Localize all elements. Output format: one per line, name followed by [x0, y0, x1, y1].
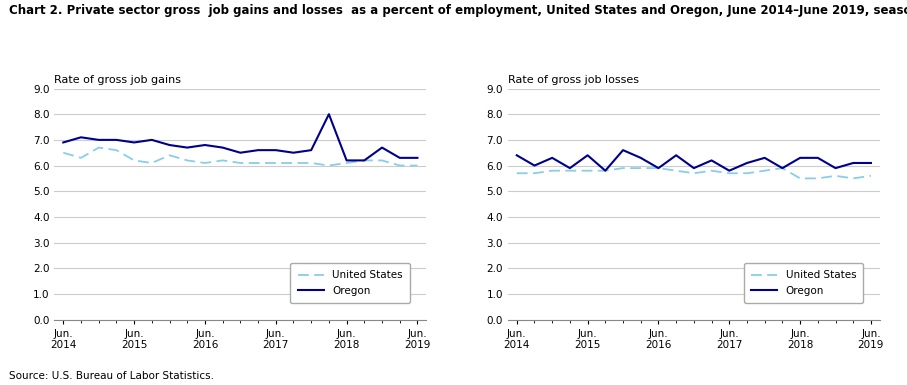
Oregon — [830, 166, 841, 171]
United States — [742, 171, 753, 176]
United States — [324, 163, 335, 168]
United States — [341, 161, 352, 165]
United States — [830, 174, 841, 178]
United States — [181, 158, 192, 163]
United States — [635, 166, 646, 171]
Oregon — [547, 156, 558, 160]
Oregon — [200, 143, 210, 147]
United States — [253, 161, 264, 165]
Oregon — [635, 156, 646, 160]
Oregon — [707, 158, 717, 163]
United States — [75, 156, 86, 160]
Line: Oregon: Oregon — [63, 114, 417, 161]
United States — [200, 161, 210, 165]
Oregon — [324, 112, 335, 117]
Line: United States: United States — [517, 168, 871, 178]
Oregon — [217, 145, 228, 150]
Oregon — [341, 158, 352, 163]
Oregon — [395, 156, 405, 160]
Oregon — [412, 156, 423, 160]
Oregon — [724, 168, 735, 173]
United States — [164, 153, 175, 157]
Oregon — [688, 166, 699, 171]
United States — [58, 151, 69, 155]
Oregon — [93, 137, 104, 142]
United States — [359, 158, 370, 163]
Oregon — [75, 135, 86, 140]
United States — [93, 145, 104, 150]
United States — [777, 166, 788, 171]
United States — [129, 158, 140, 163]
United States — [376, 158, 387, 163]
United States — [412, 163, 423, 168]
United States — [582, 168, 593, 173]
United States — [564, 168, 575, 173]
United States — [600, 168, 610, 173]
Text: Rate of gross job losses: Rate of gross job losses — [508, 75, 639, 85]
United States — [688, 171, 699, 176]
United States — [724, 171, 735, 176]
Line: Oregon: Oregon — [517, 150, 871, 171]
Oregon — [670, 153, 681, 157]
Oregon — [306, 148, 317, 152]
Oregon — [129, 140, 140, 145]
Oregon — [235, 151, 246, 155]
Oregon — [111, 137, 122, 142]
Oregon — [618, 148, 629, 152]
United States — [395, 163, 405, 168]
Oregon — [288, 151, 299, 155]
United States — [235, 161, 246, 165]
Line: United States: United States — [63, 147, 417, 166]
Text: Source: U.S. Bureau of Labor Statistics.: Source: U.S. Bureau of Labor Statistics. — [9, 371, 214, 381]
Oregon — [529, 163, 540, 168]
Oregon — [376, 145, 387, 150]
United States — [306, 161, 317, 165]
Oregon — [564, 166, 575, 171]
Oregon — [146, 137, 157, 142]
Oregon — [58, 140, 69, 145]
United States — [111, 148, 122, 152]
Oregon — [795, 156, 805, 160]
Oregon — [848, 161, 859, 165]
United States — [547, 168, 558, 173]
Oregon — [600, 168, 610, 173]
Oregon — [759, 156, 770, 160]
Oregon — [164, 143, 175, 147]
Oregon — [777, 166, 788, 171]
Oregon — [512, 153, 522, 157]
Oregon — [653, 166, 664, 171]
United States — [146, 161, 157, 165]
United States — [707, 168, 717, 173]
United States — [288, 161, 299, 165]
United States — [512, 171, 522, 176]
Oregon — [359, 158, 370, 163]
United States — [759, 168, 770, 173]
United States — [795, 176, 805, 181]
Oregon — [270, 148, 281, 152]
Legend: United States, Oregon: United States, Oregon — [744, 263, 863, 303]
Oregon — [253, 148, 264, 152]
Text: Chart 2. Private sector gross  job gains and losses  as a percent of employment,: Chart 2. Private sector gross job gains … — [9, 4, 907, 17]
Oregon — [181, 145, 192, 150]
United States — [618, 166, 629, 171]
Oregon — [813, 156, 824, 160]
Legend: United States, Oregon: United States, Oregon — [290, 263, 410, 303]
United States — [653, 166, 664, 171]
Text: Rate of gross job gains: Rate of gross job gains — [54, 75, 181, 85]
United States — [217, 158, 228, 163]
United States — [670, 168, 681, 173]
Oregon — [865, 161, 876, 165]
Oregon — [582, 153, 593, 157]
Oregon — [742, 161, 753, 165]
United States — [848, 176, 859, 181]
United States — [270, 161, 281, 165]
United States — [813, 176, 824, 181]
United States — [865, 174, 876, 178]
United States — [529, 171, 540, 176]
